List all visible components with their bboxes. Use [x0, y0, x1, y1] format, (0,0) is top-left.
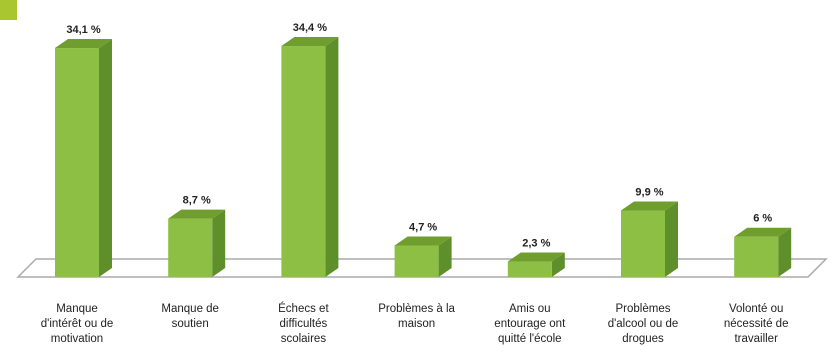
bar	[168, 209, 226, 277]
category-label: Manque d'intérêt ou de motivation	[40, 303, 114, 345]
value-label: 4,7 %	[409, 221, 437, 233]
value-labels-group: 34,1 % 8,7 % 34,4 % 4,7 % 2,3 % 9,9 % 6 %	[66, 22, 772, 250]
category-label: Problèmes à la maison	[378, 303, 455, 330]
bar	[734, 227, 792, 277]
value-label: 6 %	[753, 213, 772, 225]
value-label: 34,1 %	[66, 24, 100, 36]
category-label: Volonté ou nécessité de travailler	[723, 303, 789, 345]
corner-accent	[0, 0, 17, 20]
value-label: 2,3 %	[522, 238, 550, 250]
bar	[281, 37, 339, 278]
category-label: Amis ou entourage ont quitté l'école	[494, 303, 566, 345]
bar	[394, 236, 452, 277]
category-label: Échecs et difficultés scolaires	[278, 303, 329, 345]
bar	[55, 39, 112, 277]
category-label: Manque de soutien	[161, 303, 219, 330]
value-label: 8,7 %	[183, 195, 211, 207]
bar	[507, 252, 565, 277]
value-label: 34,4 %	[293, 22, 327, 34]
category-label: Problèmes d'alcool ou de drogues	[607, 303, 679, 345]
bars-group	[55, 37, 792, 278]
value-label: 9,9 %	[635, 187, 663, 199]
bar	[621, 201, 678, 277]
